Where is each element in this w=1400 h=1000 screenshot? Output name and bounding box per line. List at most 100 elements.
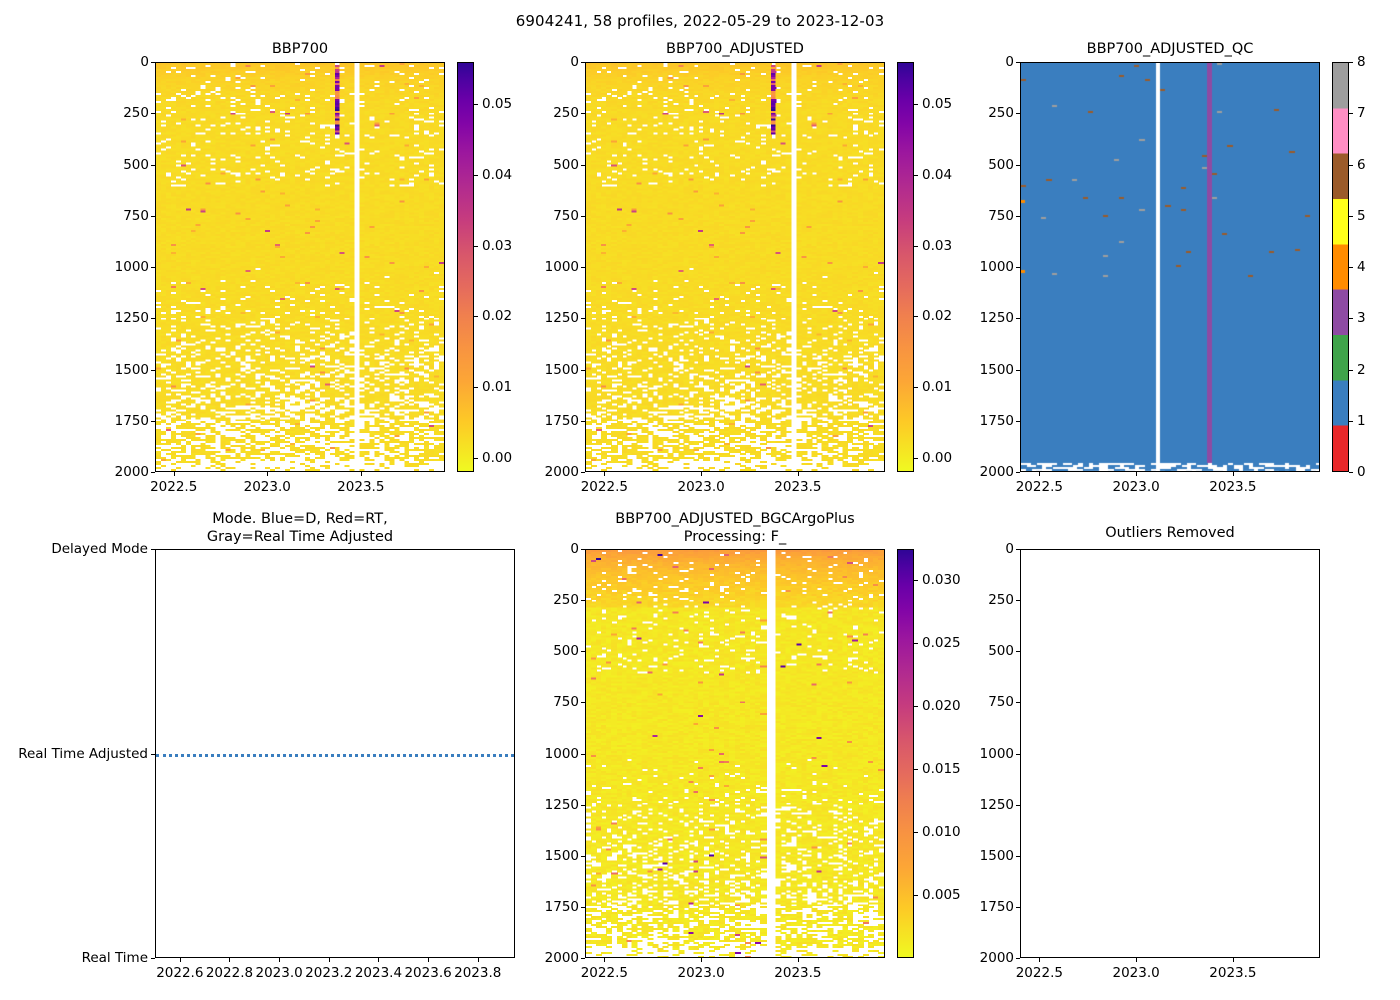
y-tick-mark <box>1016 804 1020 806</box>
x-tick-mark <box>229 958 231 962</box>
x-tick-label: 2023.5 <box>774 479 822 495</box>
colorbar-tick-label: 0.00 <box>482 449 513 466</box>
y-tick-mark <box>151 472 155 473</box>
colorbar-tick-mark <box>914 457 918 459</box>
colorbar-tick-label: 5 <box>1357 207 1366 224</box>
colorbar-tick-mark <box>1349 420 1353 422</box>
y-tick-label: 500 <box>988 643 1014 660</box>
y-tick-label: 1000 <box>979 745 1014 762</box>
colorbar-tick-label: 0.05 <box>922 96 953 113</box>
y-tick-label: 1250 <box>979 796 1014 813</box>
y-tick-mark <box>581 549 585 550</box>
x-tick-mark <box>1232 472 1234 476</box>
y-tick-mark <box>1016 164 1020 166</box>
colorbar-tick-mark <box>914 706 918 708</box>
y-tick-label: 1500 <box>544 361 579 378</box>
colorbar-gradient-bbp700 <box>457 62 474 472</box>
heatmap-bgcargoplus <box>586 550 884 957</box>
x-tick-label: 2023.2 <box>305 965 353 981</box>
x-tick-label: 2023.5 <box>1209 479 1257 495</box>
x-tick-label: 2023.5 <box>774 965 822 981</box>
y-tick-label: 750 <box>123 207 149 224</box>
y-tick-mark <box>581 318 585 320</box>
x-tick-mark <box>797 958 799 962</box>
y-tick-label: 750 <box>988 207 1014 224</box>
x-tick-label: 2022.5 <box>1015 965 1063 981</box>
y-tick-label: 1000 <box>544 745 579 762</box>
colorbar-tick-mark <box>914 580 918 582</box>
colorbar-tick-label: 0.025 <box>922 635 961 652</box>
colorbar-tick-mark <box>1349 267 1353 268</box>
colorbar-tick-label: 0 <box>1357 464 1366 480</box>
x-tick-mark <box>1039 958 1041 962</box>
plot-bbp700-adjusted[interactable] <box>585 62 885 472</box>
y-tick-mark <box>581 420 585 422</box>
y-tick-label: 1000 <box>979 259 1014 275</box>
plot-bbp700-adjusted-qc[interactable] <box>1020 62 1320 472</box>
plot-outliers-removed[interactable] <box>1020 549 1320 958</box>
y-tick-label: 1500 <box>979 361 1014 378</box>
x-tick-label: 2023.5 <box>337 479 385 495</box>
y-tick-mark-mode <box>151 958 155 959</box>
colorbar-gradient-bbp700-adjusted <box>897 62 914 472</box>
panel-title-bgcargoplus-line1: BBP700_ADJUSTED_BGCArgoPlus <box>615 511 855 527</box>
colorbar-tick-label: 6 <box>1357 156 1366 173</box>
y-tick-label: 1250 <box>544 796 579 813</box>
colorbar-tick-label: 0.020 <box>922 698 961 715</box>
colorbar-bgcargoplus[interactable]: 0.005 0.010 0.015 0.020 0.025 0.030 <box>897 549 961 958</box>
colorbar-tick-label: 0.030 <box>922 572 961 589</box>
x-tick-mark <box>477 958 479 962</box>
colorbar-tick-mark <box>1349 215 1353 217</box>
y-tick-mark <box>581 62 585 63</box>
heatmap-bbp700 <box>156 63 444 471</box>
colorbar-tick-label: 4 <box>1357 259 1366 275</box>
y-tick-label: 1750 <box>114 412 149 429</box>
y-tick-mark <box>581 958 585 959</box>
y-tick-label: 1750 <box>544 898 579 915</box>
y-tick-mark <box>581 369 585 371</box>
plot-bbp700[interactable] <box>155 62 445 472</box>
plot-mode[interactable] <box>155 549 515 958</box>
colorbar-tick-label: 2 <box>1357 361 1366 378</box>
plot-bgcargoplus[interactable] <box>585 549 885 958</box>
x-tick-label: 2023.0 <box>255 965 303 981</box>
colorbar-tick-mark <box>914 387 918 389</box>
y-tick-mark-mode <box>151 549 155 550</box>
panel-title-mode: Mode. Blue=D, Red=RT, Gray=Real Time Adj… <box>155 510 445 546</box>
y-tick-mark <box>581 804 585 806</box>
colorbar-tick-mark <box>474 316 478 318</box>
y-tick-label: 750 <box>553 694 579 711</box>
y-tick-label: 0 <box>1005 54 1014 70</box>
x-tick-label: 2023.0 <box>677 479 725 495</box>
colorbar-tick-mark <box>914 316 918 318</box>
x-tick-label: 2023.8 <box>454 965 502 981</box>
y-tick-mark <box>151 267 155 268</box>
colorbar-tick-label: 8 <box>1357 54 1366 70</box>
y-tick-mark-mode <box>151 753 155 755</box>
colorbar-bbp700[interactable]: 0.00 0.01 0.02 0.03 0.04 0.05 <box>457 62 512 472</box>
y-tick-mark <box>1016 420 1020 422</box>
x-tick-mark <box>428 958 430 962</box>
colorbar-tick-label: 3 <box>1357 310 1366 327</box>
y-tick-mark <box>1016 753 1020 755</box>
y-tick-mark <box>1016 549 1020 550</box>
colorbar-qc[interactable]: 0 1 2 3 4 5 6 7 8 <box>1332 54 1366 480</box>
colorbar-tick-mark <box>474 245 478 247</box>
x-tick-label: 2022.8 <box>205 965 254 981</box>
y-tick-label: 250 <box>988 105 1014 122</box>
y-tick-mark <box>581 164 585 166</box>
x-tick-mark <box>267 472 269 476</box>
y-tick-label: 250 <box>553 105 579 122</box>
x-tick-mark <box>701 472 703 476</box>
y-tick-label: 1500 <box>544 847 579 864</box>
x-tick-label: 2023.0 <box>1112 965 1160 981</box>
colorbar-tick-mark <box>474 175 478 177</box>
panel-title-bgcargoplus-line2: Processing: F_ <box>683 529 787 545</box>
y-tick-mark <box>1016 906 1020 908</box>
colorbar-tick-mark <box>914 769 918 771</box>
y-tick-mark <box>1016 318 1020 320</box>
colorbar-bbp700-adjusted[interactable]: 0.00 0.01 0.02 0.03 0.04 0.05 <box>897 62 952 472</box>
y-tick-label: 1750 <box>979 412 1014 429</box>
x-tick-label: 2022.5 <box>1015 479 1063 495</box>
colorbar-tick-mark <box>914 895 918 897</box>
